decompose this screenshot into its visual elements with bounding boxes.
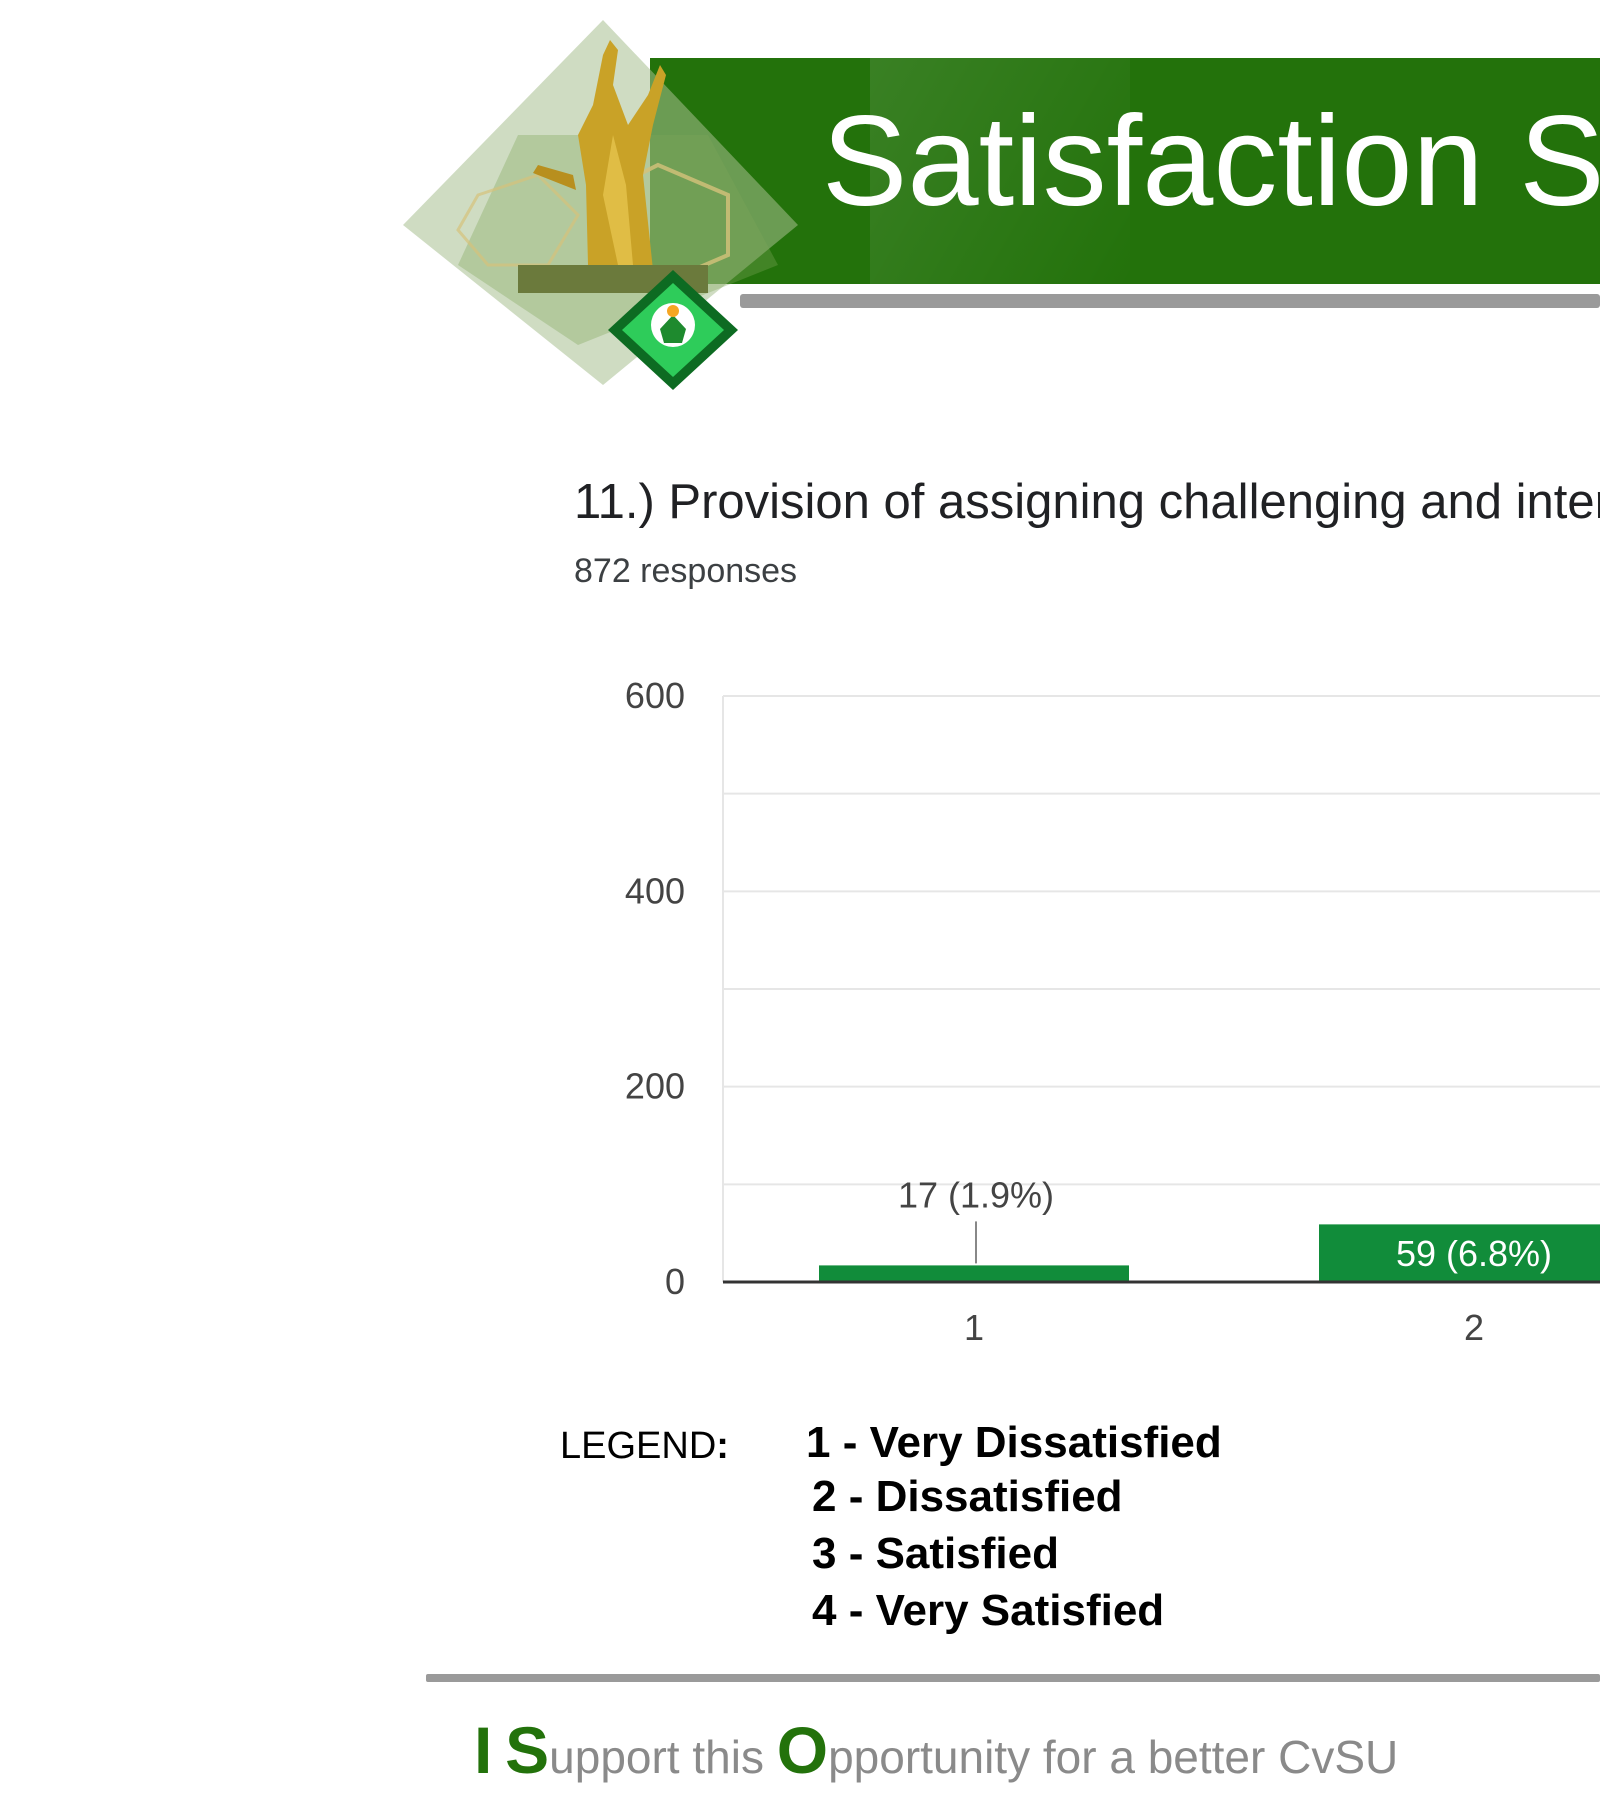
statue-figure xyxy=(533,40,666,270)
data-label: 59 (6.8%) xyxy=(1396,1233,1552,1274)
x-tick-label: 2 xyxy=(1464,1307,1484,1348)
bar-2 xyxy=(1319,1224,1600,1282)
seal-icon xyxy=(608,270,738,390)
y-tick-label: 200 xyxy=(625,1066,685,1107)
y-tick-label: 600 xyxy=(625,675,685,716)
slogan-letter-i: I xyxy=(474,1713,493,1787)
banner-underline xyxy=(740,294,1600,308)
y-tick-label: 0 xyxy=(665,1261,685,1302)
slogan-letter-s: S xyxy=(505,1713,550,1787)
bar-1 xyxy=(819,1265,1129,1282)
slogan-text-1: upport this xyxy=(549,1731,777,1783)
legend-item-1: 1 - Very Dissatisfied xyxy=(806,1418,1222,1467)
bar-chart: 0 200 400 600 1 2 17 (1.9%) 59 (6.8%) xyxy=(625,675,1600,1348)
question-text: 11.) Provision of assigning challenging … xyxy=(574,475,1600,529)
legend-item-2: 2 - Dissatisfied xyxy=(812,1472,1123,1521)
title-banner xyxy=(650,58,1600,284)
university-logo xyxy=(403,20,798,390)
data-label: 17 (1.9%) xyxy=(898,1174,1054,1215)
footer-divider xyxy=(426,1674,1600,1682)
x-tick-label: 1 xyxy=(964,1307,984,1348)
legend-item-3: 3 - Satisfied xyxy=(812,1529,1059,1578)
footer-slogan: I Support this Opportunity for a better … xyxy=(474,1712,1398,1788)
slogan-letter-o: O xyxy=(776,1713,829,1787)
banner-shade xyxy=(870,58,1130,284)
legend-heading: LEGEND: xyxy=(560,1425,729,1467)
legend-item-4: 4 - Very Satisfied xyxy=(812,1586,1165,1635)
response-count: 872 responses xyxy=(574,552,798,590)
slogan-text-2: pportunity for a better CvSU xyxy=(828,1731,1399,1783)
page-title: Satisfaction S xyxy=(822,90,1600,233)
y-tick-label: 400 xyxy=(625,870,685,911)
